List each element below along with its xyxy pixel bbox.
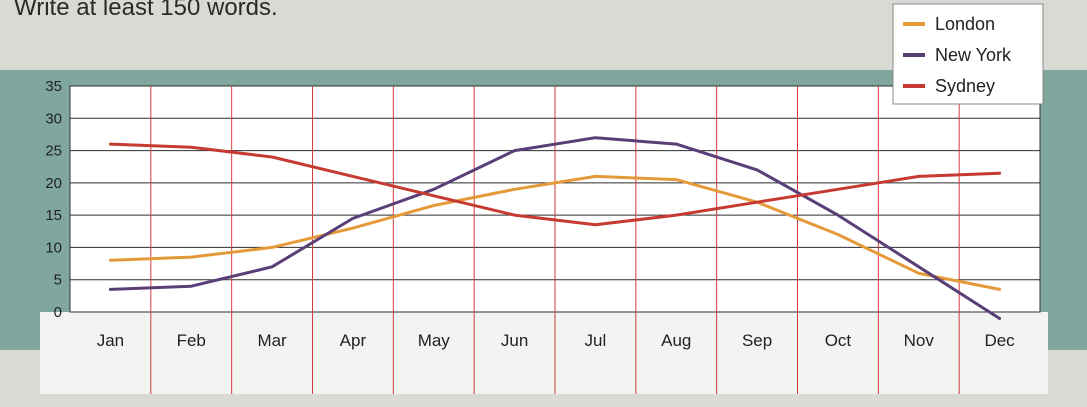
x-tick-label: May — [418, 331, 451, 350]
x-tick-label: Dec — [984, 331, 1015, 350]
y-tick-label: 25 — [45, 143, 62, 160]
y-tick-label: 35 — [45, 78, 62, 95]
legend-label: New York — [935, 45, 1012, 65]
x-tick-label: Jan — [97, 331, 124, 350]
x-tick-label: Nov — [904, 331, 935, 350]
x-tick-label: Apr — [340, 331, 367, 350]
x-tick-label: Feb — [177, 331, 206, 350]
series-line-sydney — [108, 142, 1002, 227]
y-tick-label: 5 — [54, 272, 62, 289]
y-tick-label: 0 — [54, 304, 62, 321]
x-tick-label: Jul — [585, 331, 607, 350]
legend: London New York Sydney — [892, 3, 1044, 105]
series-line-new-york — [108, 136, 1002, 320]
x-tick-label: Oct — [825, 331, 852, 350]
series-lines — [108, 136, 1002, 320]
legend-label: Sydney — [935, 76, 995, 96]
instruction-text: Write at least 150 words. — [14, 0, 278, 21]
y-tick-label: 15 — [45, 207, 62, 224]
y-tick-label: 20 — [45, 175, 62, 192]
x-tick-label: Jun — [501, 331, 528, 350]
x-tick-label: Sep — [742, 331, 772, 350]
x-tick-label: Mar — [257, 331, 287, 350]
x-axis-band — [40, 312, 1048, 394]
y-tick-label: 30 — [45, 110, 62, 127]
y-tick-label: 10 — [45, 239, 62, 256]
tick-labels: 0 5 10 15 20 25 30 35 Jan Feb Mar Apr May Jun Jul Aug Se… — [45, 78, 1015, 350]
legend-label: London — [935, 14, 995, 34]
x-tick-label: Aug — [661, 331, 691, 350]
series-line-london — [108, 174, 1002, 291]
